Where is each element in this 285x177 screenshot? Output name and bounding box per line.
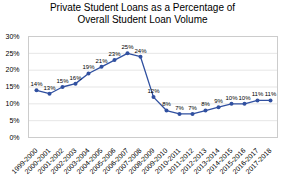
svg-text:23%: 23% (108, 51, 121, 57)
svg-text:7%: 7% (175, 105, 184, 111)
svg-text:9%: 9% (214, 98, 223, 104)
svg-text:10%: 10% (238, 95, 251, 101)
svg-text:20%: 20% (5, 66, 19, 73)
svg-text:2011-2012: 2011-2012 (166, 146, 195, 175)
svg-text:25%: 25% (121, 44, 134, 50)
svg-text:2010-2011: 2010-2011 (153, 146, 182, 175)
html-text:Private Student Loans as a Per: Private Student Loans as a Percentage of… (49, 2, 236, 25)
svg-text:24%: 24% (134, 48, 147, 54)
svg-text:15%: 15% (5, 83, 19, 90)
svg-text:21%: 21% (95, 58, 108, 64)
svg-text:8%: 8% (201, 101, 210, 107)
svg-text:25%: 25% (5, 50, 19, 57)
svg-text:19%: 19% (82, 64, 95, 70)
svg-text:10%: 10% (225, 95, 238, 101)
svg-text:7%: 7% (188, 105, 197, 111)
svg-text:13%: 13% (43, 85, 56, 91)
svg-text:30%: 30% (5, 33, 19, 40)
svg-text:2017-2018: 2017-2018 (244, 147, 273, 175)
svg-text:15%: 15% (56, 78, 69, 84)
svg-text:12%: 12% (147, 88, 160, 94)
svg-text:5%: 5% (9, 117, 19, 124)
svg-text:11%: 11% (252, 91, 264, 97)
svg-text:16%: 16% (69, 75, 82, 81)
svg-text:10%: 10% (5, 100, 19, 107)
svg-text:8%: 8% (162, 101, 171, 107)
svg-text:0%: 0% (9, 134, 19, 141)
svg-text:11%: 11% (265, 91, 277, 97)
svg-text:14%: 14% (30, 81, 43, 87)
